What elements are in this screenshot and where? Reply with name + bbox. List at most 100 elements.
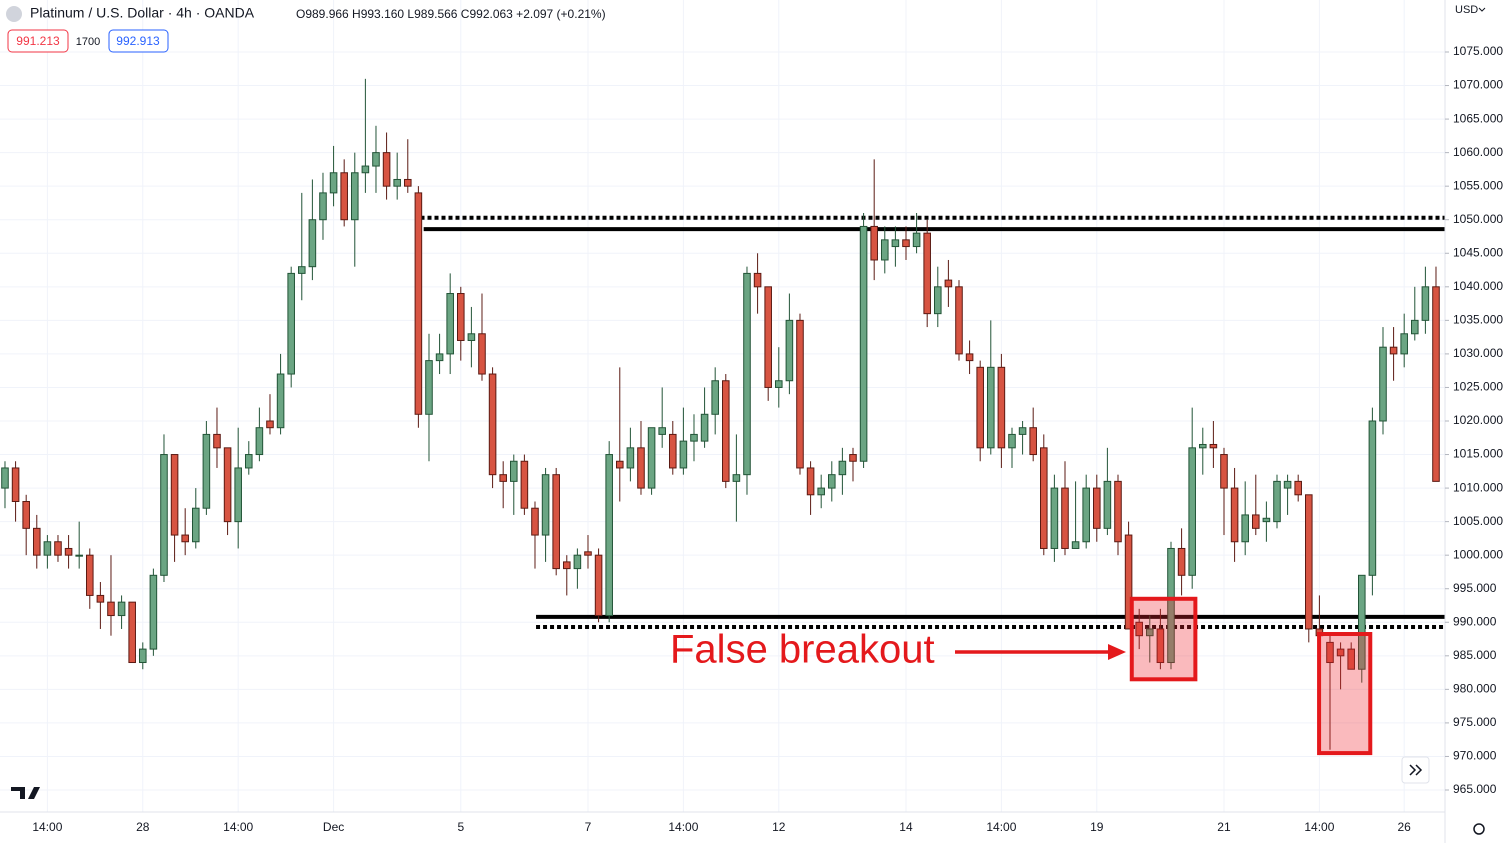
candle-body xyxy=(1241,514,1249,543)
candle-body xyxy=(1103,480,1112,529)
arrow-head xyxy=(1108,644,1126,660)
candle-body xyxy=(297,266,306,274)
candle-body xyxy=(435,353,444,362)
candle-body xyxy=(414,192,423,415)
y-tick-label: 965.000 xyxy=(1453,782,1497,796)
highlight-box xyxy=(1317,632,1373,756)
candle-body xyxy=(340,172,348,221)
candle-body xyxy=(1177,547,1186,576)
y-tick-label: 1005.000 xyxy=(1453,514,1503,528)
candle-body xyxy=(764,286,772,388)
candle-body xyxy=(1124,534,1133,630)
candle-body xyxy=(668,433,677,469)
candles xyxy=(1,78,1440,750)
candle-body xyxy=(75,554,83,557)
x-tick-label: 7 xyxy=(585,820,592,834)
levels xyxy=(420,215,1445,629)
candle-body xyxy=(1283,480,1292,489)
candle-body xyxy=(425,360,433,415)
candle-body xyxy=(775,380,783,388)
candle-body xyxy=(531,507,539,536)
candle-body xyxy=(647,427,656,489)
candle-body xyxy=(594,554,603,617)
candle-body xyxy=(11,467,20,503)
currency-caret[interactable] xyxy=(1478,7,1486,12)
candle-body xyxy=(637,447,645,489)
candle-body xyxy=(393,178,401,187)
currency-menu[interactable]: USD xyxy=(1455,4,1478,16)
candle-body xyxy=(266,420,274,429)
y-tick-label: 1045.000 xyxy=(1453,245,1503,259)
sell-price[interactable]: 991.213 xyxy=(16,34,60,48)
candle-body xyxy=(1082,487,1090,543)
candle-body xyxy=(1188,447,1196,576)
candle-body xyxy=(319,192,327,221)
candle-body xyxy=(1050,487,1059,549)
x-tick-label: 26 xyxy=(1398,820,1412,834)
candle-body xyxy=(817,487,825,496)
candle-body xyxy=(64,547,73,556)
candle-body xyxy=(191,507,200,543)
candle-body xyxy=(1262,517,1271,523)
y-tick-label: 980.000 xyxy=(1453,682,1497,696)
candle-body xyxy=(743,272,751,476)
candle-body xyxy=(796,319,804,469)
scroll-icon[interactable] xyxy=(1409,764,1423,776)
candle-body xyxy=(107,601,115,617)
candle-body xyxy=(552,474,560,570)
candle-body xyxy=(700,413,709,442)
highlight-box xyxy=(1129,596,1198,682)
candle-body xyxy=(117,601,126,617)
buy-box[interactable] xyxy=(108,29,169,53)
candle-body xyxy=(1040,447,1048,549)
candle-body xyxy=(965,353,974,362)
x-tick-label: 14:00 xyxy=(32,820,62,834)
candle-body xyxy=(1400,333,1408,355)
y-tick-label: 975.000 xyxy=(1453,715,1497,729)
candle-body xyxy=(181,534,189,543)
sell-box[interactable] xyxy=(7,29,69,53)
y-tick-label: 1065.000 xyxy=(1453,111,1503,125)
ohlc-values: O989.966 H993.160 L989.566 C992.063 +2.0… xyxy=(296,7,606,21)
candle-body xyxy=(372,152,380,167)
candle-body xyxy=(562,561,571,570)
x-tick-label: 21 xyxy=(1217,820,1231,834)
candle-body xyxy=(287,272,295,375)
candle-body xyxy=(658,427,666,435)
candle-body xyxy=(753,272,762,288)
y-tick-label: 1050.000 xyxy=(1453,212,1503,226)
y-tick-label: 1040.000 xyxy=(1453,279,1503,293)
candle-body xyxy=(1379,346,1387,422)
y-tick-label: 1000.000 xyxy=(1453,547,1503,561)
y-tick-label: 970.000 xyxy=(1453,749,1497,763)
x-tick-label: 14:00 xyxy=(986,820,1016,834)
candle-body xyxy=(1305,494,1313,630)
candle-body xyxy=(202,433,211,509)
candle-body xyxy=(488,373,497,476)
axes: 965.000 970.000 975.000 980.000 985.000 990.0… xyxy=(32,44,1503,834)
candle-body xyxy=(1421,286,1430,321)
candle-body xyxy=(690,433,698,442)
candle-body xyxy=(329,172,338,194)
symbol-icon xyxy=(6,6,22,22)
candle-body xyxy=(615,460,624,469)
settings-icon[interactable] xyxy=(1473,823,1485,835)
candle-body xyxy=(1220,454,1228,489)
buy-price[interactable]: 992.913 xyxy=(116,34,160,48)
y-tick-label: 985.000 xyxy=(1453,648,1497,662)
y-tick-label: 1035.000 xyxy=(1453,313,1503,327)
candle-body xyxy=(54,541,62,556)
candle-body xyxy=(828,474,836,489)
candle-body xyxy=(923,232,931,315)
candle-body xyxy=(382,152,391,187)
candle-body xyxy=(1326,641,1334,664)
candle-body xyxy=(234,467,242,523)
candle-body xyxy=(1368,420,1377,576)
candle-body xyxy=(213,433,221,449)
candle-body xyxy=(1230,487,1239,543)
candle-body xyxy=(170,454,179,536)
candle-body xyxy=(1071,541,1080,549)
y-tick-label: 1070.000 xyxy=(1453,78,1503,92)
